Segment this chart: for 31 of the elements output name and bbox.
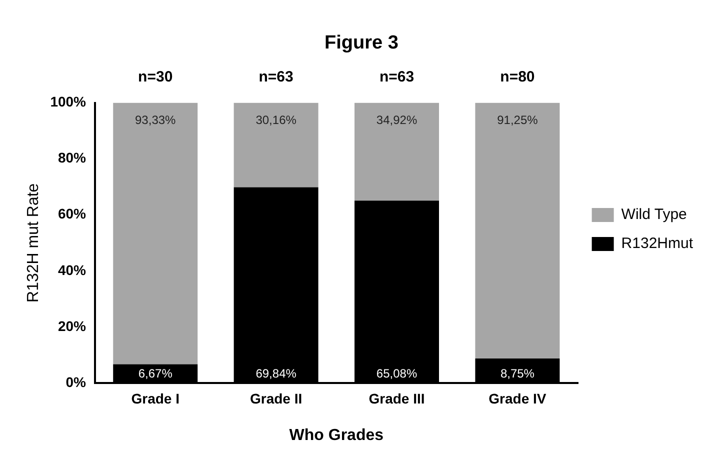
legend-label: Wild Type [621, 206, 687, 224]
data-label: 65,08% [376, 366, 418, 380]
x-tick-label: Grade II [250, 390, 302, 406]
y-tick-label: 0% [66, 374, 87, 390]
x-tick-label: Grade IV [488, 390, 547, 406]
x-tick-label: Grade III [368, 390, 425, 406]
bar [113, 102, 198, 364]
bar [234, 102, 318, 188]
chart-title: Figure 3 [324, 32, 398, 54]
y-tick-label: 80% [58, 150, 87, 166]
y-tick-label: 40% [58, 262, 87, 278]
data-label: 6,67% [138, 366, 173, 380]
data-label: 34,92% [376, 113, 418, 128]
data-label: 91,25% [497, 113, 538, 128]
x-axis-title: Who Grades [289, 426, 384, 444]
y-tick-label: 20% [58, 318, 87, 334]
bar [354, 102, 439, 201]
data-label: 93,33% [135, 113, 176, 128]
data-label: 8,75% [500, 366, 535, 380]
y-tick-label: 100% [50, 94, 87, 110]
y-tick-label: 60% [58, 206, 87, 222]
x-tick-label: Grade I [131, 390, 180, 406]
text: n=63 [258, 68, 294, 86]
bar [475, 102, 560, 358]
text: n=80 [500, 68, 535, 86]
text: n=63 [379, 68, 414, 86]
legend-label: R132Hmut [621, 235, 694, 252]
y-axis-title: R132H mut Rate [25, 183, 42, 302]
data-label: 30,16% [256, 113, 297, 128]
data-label: 69,84% [256, 366, 297, 380]
text: n=30 [138, 68, 173, 86]
